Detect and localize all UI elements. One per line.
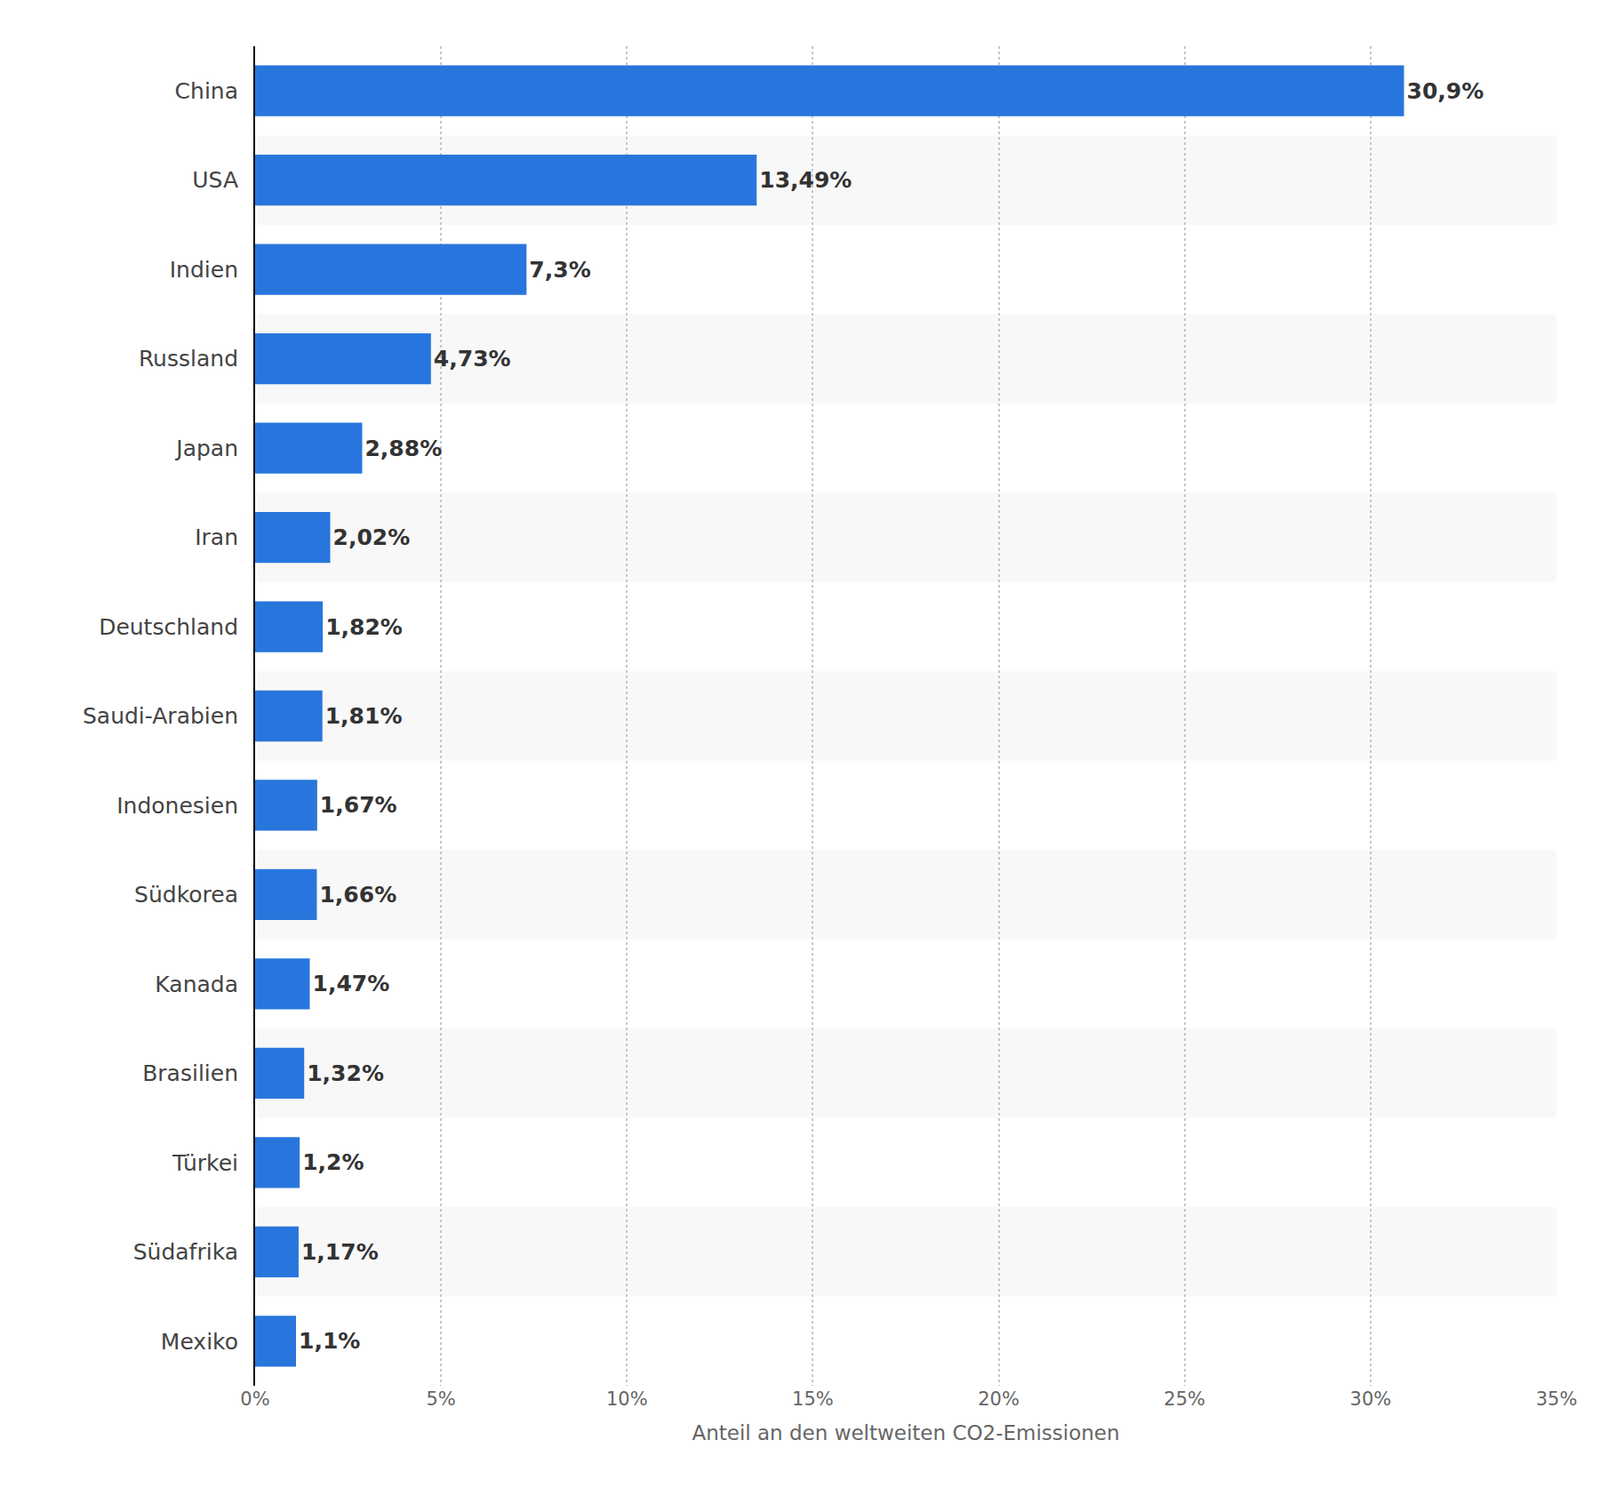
svg-text:Anteil an den weltweiten CO2-E: Anteil an den weltweiten CO2-Emissionen [691, 1421, 1120, 1445]
svg-text:Deutschland: Deutschland [98, 614, 239, 640]
svg-text:1,66%: 1,66% [319, 881, 397, 908]
svg-text:2,02%: 2,02% [332, 524, 410, 551]
svg-text:China: China [175, 78, 239, 104]
svg-text:4,73%: 4,73% [433, 345, 512, 372]
svg-text:Südafrika: Südafrika [133, 1239, 239, 1265]
svg-text:Russland: Russland [138, 345, 239, 372]
svg-text:1,81%: 1,81% [325, 703, 403, 729]
svg-text:30,9%: 30,9% [1407, 78, 1485, 104]
svg-text:1,82%: 1,82% [325, 614, 403, 640]
svg-text:Südkorea: Südkorea [134, 881, 239, 908]
svg-text:Saudi-Arabien: Saudi-Arabien [82, 703, 239, 729]
svg-text:1,2%: 1,2% [302, 1149, 364, 1176]
svg-text:10%: 10% [606, 1388, 648, 1410]
svg-text:2,88%: 2,88% [364, 435, 442, 462]
svg-text:1,17%: 1,17% [301, 1239, 379, 1265]
svg-text:Mexiko: Mexiko [160, 1328, 239, 1355]
svg-text:7,3%: 7,3% [528, 256, 591, 283]
svg-text:Brasilien: Brasilien [142, 1060, 239, 1087]
svg-text:Japan: Japan [174, 435, 239, 462]
svg-text:Indonesien: Indonesien [116, 792, 239, 819]
svg-text:USA: USA [192, 167, 239, 193]
svg-text:20%: 20% [977, 1388, 1020, 1410]
svg-text:Türkei: Türkei [171, 1150, 239, 1176]
svg-text:35%: 35% [1536, 1388, 1578, 1410]
svg-text:1,47%: 1,47% [312, 970, 390, 997]
svg-text:1,67%: 1,67% [320, 792, 398, 818]
svg-text:0%: 0% [240, 1388, 270, 1410]
svg-text:15%: 15% [792, 1388, 834, 1410]
svg-text:13,49%: 13,49% [759, 167, 852, 193]
svg-text:1,1%: 1,1% [298, 1328, 360, 1354]
svg-text:Indien: Indien [169, 256, 239, 283]
svg-text:5%: 5% [425, 1388, 456, 1410]
svg-text:25%: 25% [1163, 1388, 1206, 1410]
svg-text:30%: 30% [1350, 1388, 1392, 1410]
svg-text:Iran: Iran [194, 524, 239, 551]
svg-text:1,32%: 1,32% [306, 1060, 384, 1087]
svg-text:Kanada: Kanada [154, 971, 239, 998]
